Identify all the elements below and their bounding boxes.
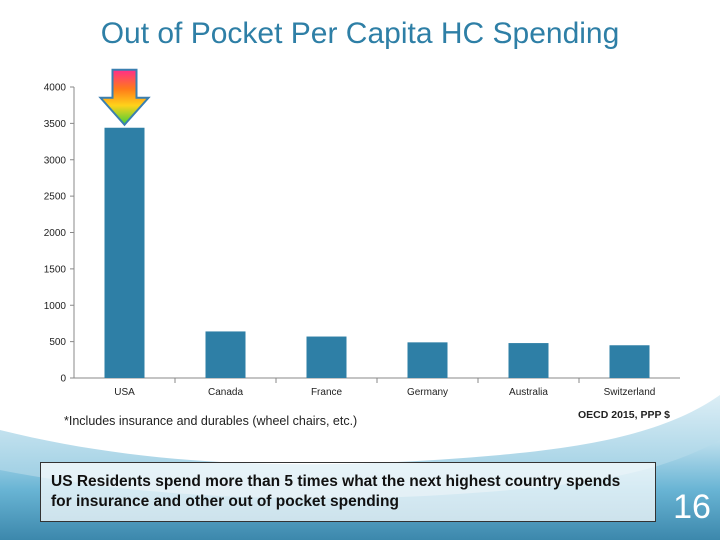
x-tick-label: France (311, 387, 343, 398)
y-tick-label: 2000 (44, 228, 67, 239)
arrow-shape (98, 68, 151, 127)
bar-germany (407, 342, 448, 378)
x-axis-labels: USA Canada France Germany Australia Switzerla… (114, 378, 655, 398)
bar-australia (508, 343, 549, 378)
x-tick-label: USA (114, 387, 135, 398)
footnote: *Includes insurance and durables (wheel … (64, 414, 358, 428)
x-tick-label: Switzerland (604, 387, 656, 398)
bar-canada (205, 331, 246, 378)
bar-switzerland (609, 345, 650, 378)
y-tick-label: 3000 (44, 155, 67, 166)
bar-series (104, 127, 650, 379)
page-number: 16 (673, 488, 711, 526)
gradient-down-arrow-icon (98, 68, 151, 127)
bar-france (306, 336, 347, 378)
y-tick-label: 3500 (44, 119, 67, 130)
y-tick-label: 1500 (44, 264, 67, 275)
bar-chart: 0 500 1000 1500 2000 2500 3000 3500 4000 USA Cana… (44, 68, 680, 398)
y-tick-label: 0 (60, 374, 66, 385)
source-note: OECD 2015, PPP $ (578, 409, 671, 421)
slide-title: Out of Pocket Per Capita HC Spending (100, 17, 620, 50)
bar-usa (104, 127, 145, 379)
y-tick-label: 4000 (44, 83, 67, 94)
y-tick-label: 2500 (44, 192, 67, 203)
y-tick-label: 500 (49, 337, 66, 348)
x-tick-label: Germany (407, 387, 448, 398)
y-tick-label: 1000 (44, 301, 67, 312)
x-tick-label: Canada (208, 387, 243, 398)
x-tick-label: Australia (509, 387, 548, 398)
callout-box: US Residents spend more than 5 times wha… (40, 462, 656, 522)
